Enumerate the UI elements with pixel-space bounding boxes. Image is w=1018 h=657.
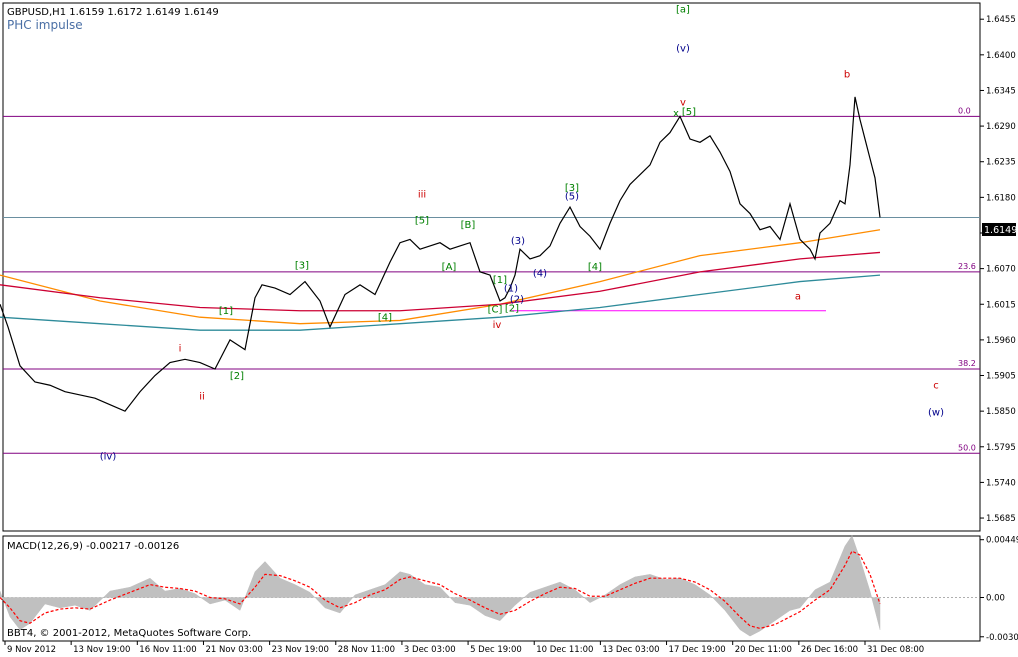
price-tick-label: 1.6455 bbox=[986, 15, 1016, 25]
price-axis: 1.6455 1.6400 1.6345 1.6290 1.6235 1.6180 1.61… bbox=[980, 15, 1016, 524]
wave-label: [B] bbox=[461, 220, 476, 231]
moving-averages bbox=[0, 229, 881, 331]
price-tick-label: 1.6180 bbox=[986, 193, 1016, 203]
price-tick-label: 1.5795 bbox=[986, 443, 1016, 453]
wave-label: a bbox=[795, 292, 801, 303]
wave-label: (3) bbox=[511, 236, 525, 247]
wave-label: (iv) bbox=[100, 452, 117, 463]
price-tick-label: 1.6290 bbox=[986, 122, 1016, 132]
time-tick-label: 20 Dec 11:00 bbox=[735, 645, 792, 655]
wave-label: b bbox=[844, 70, 850, 81]
symbol-header: GBPUSD,H1 1.6159 1.6172 1.6149 1.6149 bbox=[7, 7, 219, 18]
current-price-label: 1.6149 bbox=[984, 225, 1017, 236]
macd-signal-line bbox=[0, 550, 881, 630]
price-tick-label: 1.5740 bbox=[986, 478, 1016, 488]
price-tick-label: 1.5905 bbox=[986, 372, 1016, 382]
price-tick-label: 1.6400 bbox=[986, 51, 1016, 61]
fib-label: 0.0 bbox=[958, 106, 971, 115]
wave-label: (v) bbox=[676, 44, 690, 55]
time-tick-label: 31 Dec 08:00 bbox=[867, 645, 924, 655]
wave-label: [4] bbox=[588, 262, 602, 273]
time-tick-label: 28 Nov 11:00 bbox=[338, 645, 395, 655]
time-tick-label: 3 Dec 03:00 bbox=[404, 645, 456, 655]
wave-label: [A] bbox=[442, 262, 457, 273]
wave-label: (1) bbox=[504, 283, 518, 294]
macd-histogram bbox=[0, 535, 881, 637]
wave-label: [1] bbox=[493, 275, 507, 286]
time-axis: 9 Nov 2012 13 Nov 19:00 16 Nov 11:00 21 Nov… bbox=[4, 641, 924, 655]
wave-label: [3] bbox=[295, 261, 309, 272]
current-price-badge bbox=[982, 223, 1016, 236]
wave-label: [4] bbox=[378, 312, 392, 323]
price-tick-label: 1.6015 bbox=[986, 300, 1016, 310]
wave-label: [5] bbox=[682, 107, 696, 118]
wave-label: v bbox=[680, 97, 686, 108]
wave-label: c bbox=[933, 380, 939, 391]
price-tick-label: 1.6345 bbox=[986, 86, 1016, 96]
price-chart-frame bbox=[2, 2, 981, 532]
copyright-footer: BBT4, © 2001-2012, MetaQuotes Software C… bbox=[7, 628, 251, 639]
wave-label: (w) bbox=[928, 408, 944, 419]
wave-label: [3] bbox=[565, 183, 579, 194]
wave-label: x bbox=[673, 108, 679, 119]
wave-label: [2] bbox=[230, 371, 244, 382]
wave-label: [a] bbox=[676, 5, 690, 16]
time-tick-label: 26 Dec 16:00 bbox=[801, 645, 858, 655]
wave-label: iii bbox=[418, 189, 426, 200]
time-tick-label: 9 Nov 2012 bbox=[7, 645, 56, 655]
fib-label: 50.0 bbox=[958, 443, 976, 452]
wave-label: (4) bbox=[533, 268, 547, 279]
macd-tick-label: -0.00305 bbox=[986, 633, 1018, 643]
wave-label: [2] bbox=[505, 303, 519, 314]
wave-label: (5) bbox=[565, 191, 579, 202]
time-tick-label: 10 Dec 11:00 bbox=[536, 645, 593, 655]
wave-label: (2) bbox=[510, 294, 524, 305]
moving-average-line bbox=[0, 229, 881, 325]
wave-label: iv bbox=[493, 320, 502, 331]
wave-labels: [a](v)bvx [5]iii[3](5)[5] [B](3)[3] [A] [4](… bbox=[100, 5, 944, 463]
macd-title: MACD(12,26,9) -0.00217 -0.00126 bbox=[7, 541, 179, 552]
time-tick-label: 13 Dec 03:00 bbox=[602, 645, 659, 655]
fib-label: 23.6 bbox=[958, 262, 976, 271]
time-tick-label: 13 Nov 19:00 bbox=[73, 645, 130, 655]
wave-label: [1] bbox=[219, 306, 233, 317]
wave-label: [5] bbox=[415, 215, 429, 226]
macd-tick-label: 0.00 bbox=[986, 594, 1005, 604]
time-tick-label: 23 Nov 19:00 bbox=[272, 645, 329, 655]
moving-average-line bbox=[0, 274, 881, 331]
fibonacci-levels: 0.0 23.6 38.2 50.0 bbox=[3, 106, 980, 454]
time-tick-label: 21 Nov 03:00 bbox=[205, 645, 262, 655]
wave-label: ii bbox=[199, 391, 205, 402]
time-tick-label: 17 Dec 19:00 bbox=[669, 645, 726, 655]
price-tick-label: 1.5960 bbox=[986, 336, 1016, 346]
wave-label: i bbox=[179, 344, 182, 355]
fib-label: 38.2 bbox=[958, 359, 976, 368]
price-series bbox=[0, 96, 881, 412]
price-tick-label: 1.6235 bbox=[986, 158, 1016, 168]
price-line bbox=[0, 96, 881, 412]
time-tick-label: 5 Dec 19:00 bbox=[470, 645, 522, 655]
wave-label: [C] bbox=[488, 305, 503, 316]
price-tick-label: 1.5685 bbox=[986, 514, 1016, 524]
time-tick-label: 16 Nov 11:00 bbox=[139, 645, 196, 655]
price-tick-label: 1.6070 bbox=[986, 265, 1016, 275]
macd-panel: 0.00449 0.00 -0.00305 bbox=[0, 535, 1018, 643]
moving-average-line bbox=[0, 251, 881, 312]
price-tick-label: 1.5850 bbox=[986, 407, 1016, 417]
macd-tick-label: 0.00449 bbox=[986, 536, 1018, 546]
indicator-title: PHC impulse bbox=[7, 18, 83, 32]
